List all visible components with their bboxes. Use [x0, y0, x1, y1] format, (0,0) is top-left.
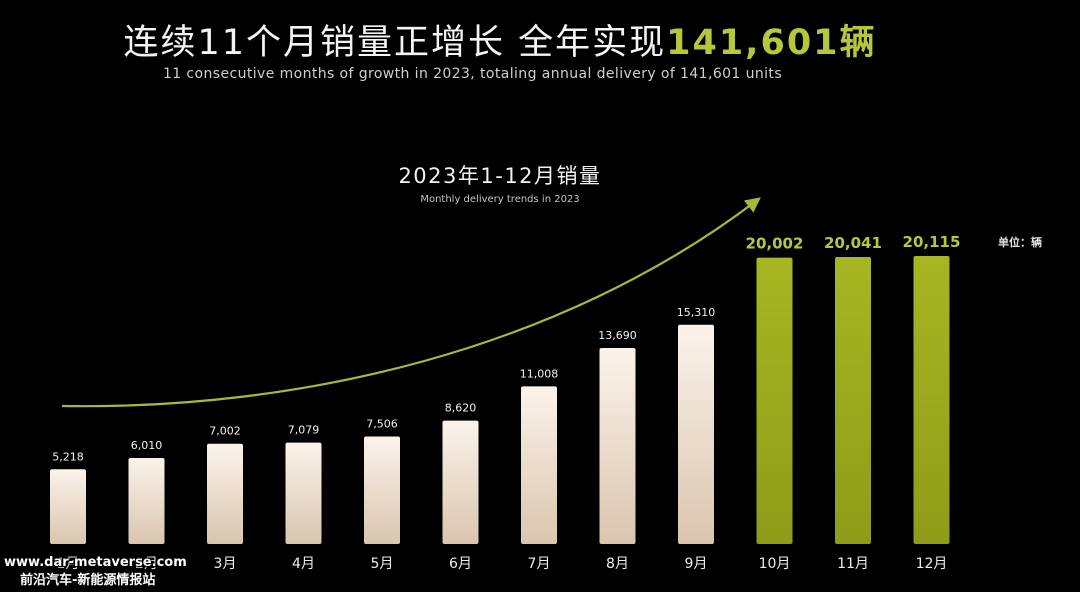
- headline-main: 连续11个月销量正增长 全年实现: [123, 23, 667, 63]
- category-label-4: 4月: [292, 556, 315, 572]
- category-label-5: 5月: [371, 556, 394, 572]
- bar-3: [207, 443, 243, 544]
- category-label-6: 6月: [449, 556, 472, 572]
- category-label-11: 11月: [837, 556, 869, 572]
- category-label-1: 1月: [57, 556, 80, 572]
- headline-highlight: 141,601: [666, 23, 840, 63]
- category-label-9: 9月: [685, 556, 708, 572]
- data-label-5: 7,506: [366, 418, 398, 431]
- bar-10: [756, 257, 793, 544]
- unit-label: 单位：辆: [998, 236, 1042, 249]
- trend-arrow: [61, 197, 761, 408]
- data-label-6: 8,620: [445, 402, 477, 415]
- data-label-9: 15,310: [677, 306, 716, 319]
- bar-8: [599, 347, 636, 544]
- data-label-10: 20,002: [746, 235, 804, 253]
- category-label-10: 10月: [759, 556, 791, 572]
- category-label-8: 8月: [606, 556, 629, 572]
- bar-2: [128, 457, 165, 544]
- category-label-2: 2月: [135, 556, 158, 572]
- data-label-8: 13,690: [598, 329, 637, 342]
- watermark: www.dar-metaverse.com 前沿汽车-新能源情报站: [4, 554, 187, 590]
- bar-12: [913, 255, 950, 544]
- chart-subtitle: Monthly delivery trends in 2023: [420, 194, 580, 205]
- data-label-1: 5,218: [52, 450, 84, 463]
- headline-suffix: 辆: [839, 23, 877, 63]
- data-label-3: 7,002: [209, 425, 241, 438]
- headline: 连续11个月销量正增长 全年实现141,601辆: [0, 14, 1000, 65]
- watermark-line1: www.dar-metaverse.com: [4, 555, 187, 570]
- bar-5: [364, 436, 400, 544]
- data-label-11: 20,041: [824, 234, 882, 252]
- data-label-7: 11,008: [520, 367, 559, 380]
- data-label-2: 6,010: [131, 439, 163, 452]
- category-label-7: 7月: [528, 556, 551, 572]
- category-label-12: 12月: [916, 556, 948, 572]
- bar-7: [521, 386, 557, 544]
- bar-6: [442, 420, 479, 544]
- data-label-4: 7,079: [288, 424, 320, 437]
- bars-layer: 5,218 1月 6,010 2月 7,002 3月 7,079 4月 7,506 5月 8,620…: [50, 233, 960, 572]
- chart-title: 2023年1-12月销量: [398, 164, 602, 188]
- bar-4: [285, 442, 322, 544]
- bar-1: [50, 469, 86, 544]
- data-label-12: 20,115: [903, 233, 961, 251]
- bar-11: [835, 257, 871, 544]
- bar-9: [678, 324, 714, 544]
- subheadline: 11 consecutive months of growth in 2023,…: [162, 66, 783, 82]
- category-label-3: 3月: [214, 556, 237, 572]
- watermark-line2: 前沿汽车-新能源情报站: [20, 573, 156, 588]
